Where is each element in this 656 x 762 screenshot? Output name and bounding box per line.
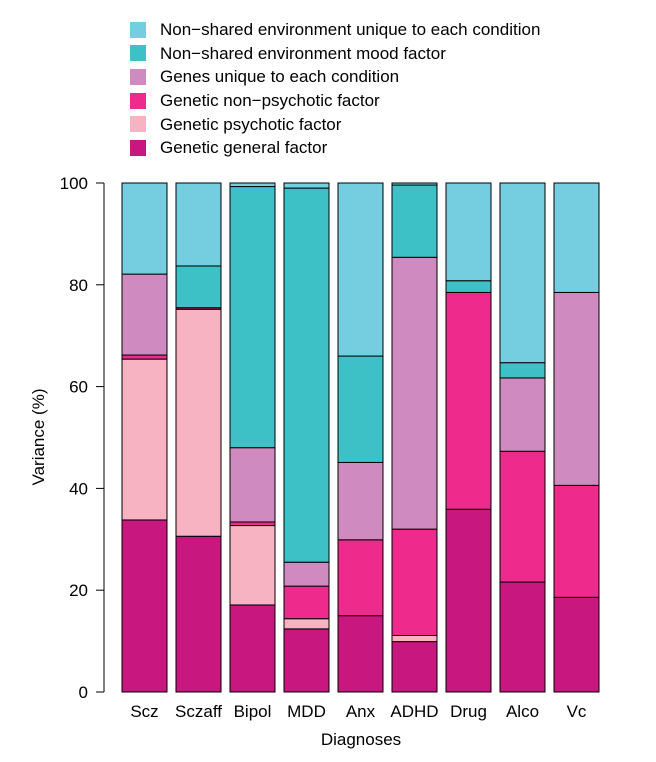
bar-segment: [175, 182, 222, 267]
legend-label: Genes unique to each condition: [160, 67, 400, 87]
bar-segment: [337, 355, 384, 463]
bar-segment: [391, 641, 438, 693]
x-tick-label: Alco: [506, 702, 539, 721]
bar-segment: [175, 308, 222, 537]
y-tick-label: 40: [69, 479, 88, 498]
x-tick-label: Vc: [567, 702, 587, 721]
bars: [121, 182, 600, 693]
legend-item: Genetic general factor: [130, 136, 540, 160]
bar-segment: [283, 182, 330, 189]
legend-item: Non−shared environment unique to each co…: [130, 18, 540, 42]
bar-segment: [121, 519, 168, 693]
legend-swatch: [130, 116, 146, 133]
x-tick-label: Scz: [130, 702, 158, 721]
legend-label: Non−shared environment unique to each co…: [160, 20, 541, 40]
bar-segment: [283, 628, 330, 693]
bar-segment: [553, 182, 600, 293]
bar-segment: [121, 273, 168, 356]
legend-item: Genetic psychotic factor: [130, 112, 540, 136]
legend-swatch: [130, 68, 146, 85]
bar-segment: [337, 539, 384, 617]
bar-segment: [445, 182, 492, 282]
legend-label: Genetic general factor: [160, 138, 328, 158]
bar-segment: [121, 182, 168, 275]
x-tick-label: Bipol: [234, 702, 272, 721]
bar-segment: [391, 528, 438, 637]
x-tick-label: Sczaff: [175, 702, 222, 721]
bar-segment: [499, 581, 546, 693]
bar-segment: [337, 461, 384, 541]
y-tick-label: 0: [79, 683, 88, 702]
y-axis-label: Variance (%): [29, 389, 48, 486]
bar-segment: [283, 618, 330, 630]
x-tick-label: ADHD: [390, 702, 438, 721]
bar-segment: [229, 186, 276, 449]
legend-label: Genetic psychotic factor: [160, 114, 342, 134]
bar-segment: [175, 535, 222, 693]
legend-swatch: [130, 21, 146, 38]
legend-label: Genetic non−psychotic factor: [160, 91, 380, 111]
y-tick-label: 100: [60, 174, 88, 193]
bar-segment: [175, 265, 222, 309]
legend: Non−shared environment unique to each co…: [130, 18, 540, 160]
bar-segment: [499, 182, 546, 364]
bar-segment: [283, 561, 330, 587]
bar-segment: [337, 182, 384, 357]
bar-segment: [391, 182, 438, 186]
legend-item: Non−shared environment mood factor: [130, 42, 540, 66]
bar-segment: [499, 362, 546, 379]
legend-label: Non−shared environment mood factor: [160, 43, 446, 63]
bar-segment: [391, 256, 438, 530]
y-tick-label: 80: [69, 276, 88, 295]
legend-item: Genes unique to each condition: [130, 65, 540, 89]
x-tick-label: Drug: [450, 702, 487, 721]
y-tick-label: 60: [69, 378, 88, 397]
bar-segment: [229, 525, 276, 606]
bar-segment: [229, 182, 276, 188]
x-axis-tick-labels: Scz Sczaff Bipol MDD Anx ADHD Drug Alco Vc: [130, 702, 587, 721]
bar-segment: [337, 615, 384, 693]
bar-segment: [553, 596, 600, 693]
bar-segment: [121, 358, 168, 521]
bar-segment: [229, 521, 276, 527]
legend-swatch: [130, 92, 146, 109]
bar-segment: [445, 280, 492, 293]
bar-segment: [121, 354, 168, 360]
y-axis: 0 20 40 60 80 100: [60, 174, 105, 702]
x-axis-label: Diagnoses: [321, 730, 401, 749]
bar-segment: [499, 377, 546, 452]
legend-swatch: [130, 45, 146, 62]
bar-segment: [229, 447, 276, 523]
bar-segment: [553, 484, 600, 598]
bar-segment: [499, 450, 546, 583]
legend-item: Genetic non−psychotic factor: [130, 89, 540, 113]
y-tick-label: 20: [69, 581, 88, 600]
bar-segment: [391, 184, 438, 258]
x-tick-label: MDD: [287, 702, 326, 721]
bar-segment: [229, 604, 276, 693]
bar-segment: [553, 291, 600, 486]
legend-swatch: [130, 139, 146, 156]
bar-segment: [445, 291, 492, 510]
bar-segment: [283, 585, 330, 620]
bar-segment: [391, 635, 438, 643]
x-tick-label: Anx: [346, 702, 376, 721]
bar-segment: [445, 508, 492, 693]
bar-segment: [283, 187, 330, 563]
